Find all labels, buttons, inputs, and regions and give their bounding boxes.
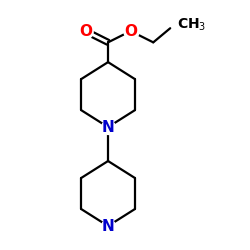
Text: N: N — [102, 120, 115, 134]
Text: O: O — [79, 24, 92, 38]
Text: N: N — [102, 218, 115, 234]
Text: CH$_3$: CH$_3$ — [176, 16, 206, 33]
Text: O: O — [124, 24, 137, 38]
